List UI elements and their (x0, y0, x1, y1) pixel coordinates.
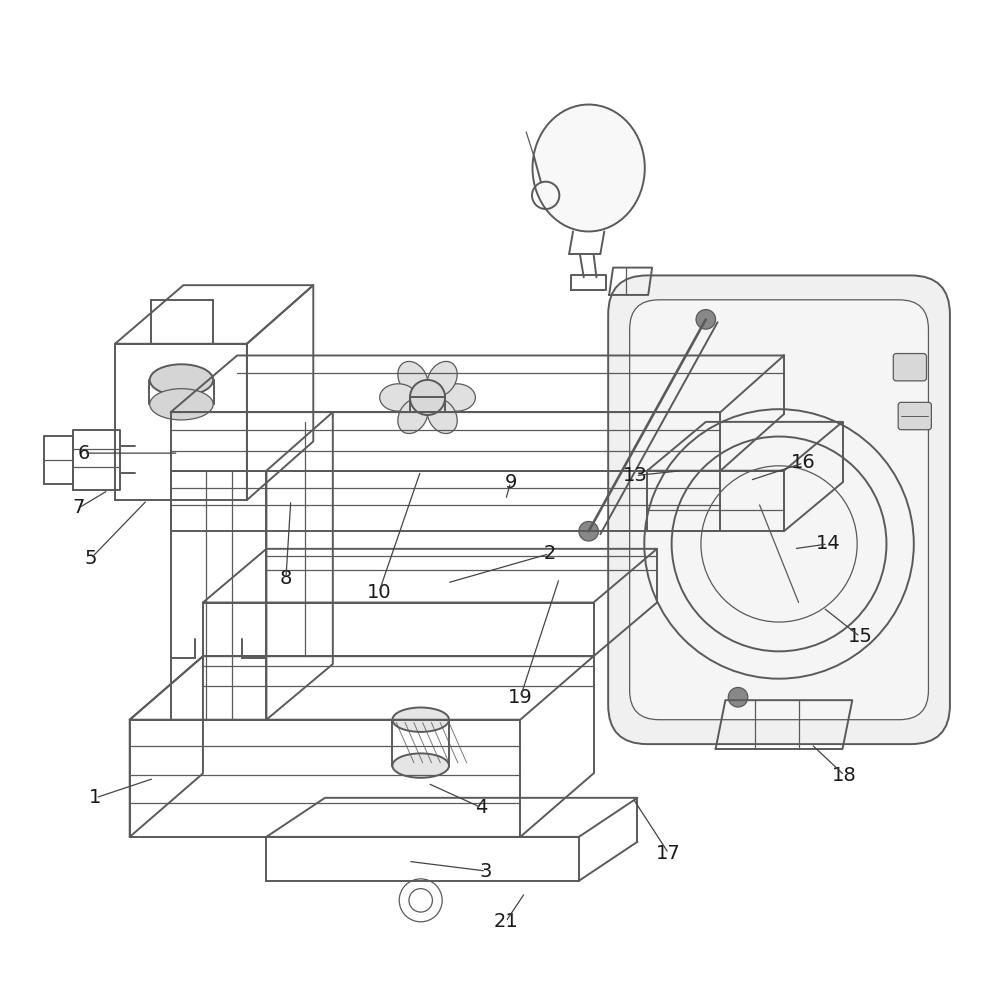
Ellipse shape (393, 753, 449, 778)
Text: 21: 21 (493, 912, 518, 931)
Text: 6: 6 (78, 444, 90, 463)
Circle shape (696, 310, 716, 329)
Text: 14: 14 (815, 534, 841, 553)
Text: 1: 1 (89, 788, 102, 807)
FancyBboxPatch shape (608, 275, 950, 744)
Text: 9: 9 (505, 473, 517, 492)
Text: 19: 19 (508, 688, 532, 707)
Text: 18: 18 (832, 766, 857, 785)
FancyBboxPatch shape (899, 402, 931, 430)
Ellipse shape (427, 361, 458, 396)
Ellipse shape (149, 389, 213, 420)
Circle shape (409, 380, 445, 415)
Ellipse shape (398, 399, 428, 434)
Text: 2: 2 (543, 544, 556, 563)
Text: 5: 5 (84, 549, 97, 568)
FancyBboxPatch shape (894, 354, 926, 381)
Ellipse shape (427, 399, 458, 434)
Ellipse shape (438, 384, 475, 411)
Text: 10: 10 (366, 583, 391, 602)
Text: 7: 7 (73, 498, 85, 517)
Text: 16: 16 (791, 453, 816, 472)
Text: 3: 3 (480, 862, 492, 881)
Circle shape (578, 521, 598, 541)
Circle shape (729, 687, 748, 707)
Text: 15: 15 (847, 627, 873, 646)
Ellipse shape (398, 361, 428, 396)
Ellipse shape (532, 105, 645, 231)
Ellipse shape (380, 384, 416, 411)
Ellipse shape (393, 707, 449, 732)
Ellipse shape (149, 364, 213, 396)
Text: 13: 13 (624, 466, 648, 485)
Text: 4: 4 (475, 798, 487, 817)
Text: 8: 8 (280, 569, 292, 588)
Text: 17: 17 (656, 844, 682, 863)
FancyBboxPatch shape (629, 300, 928, 720)
